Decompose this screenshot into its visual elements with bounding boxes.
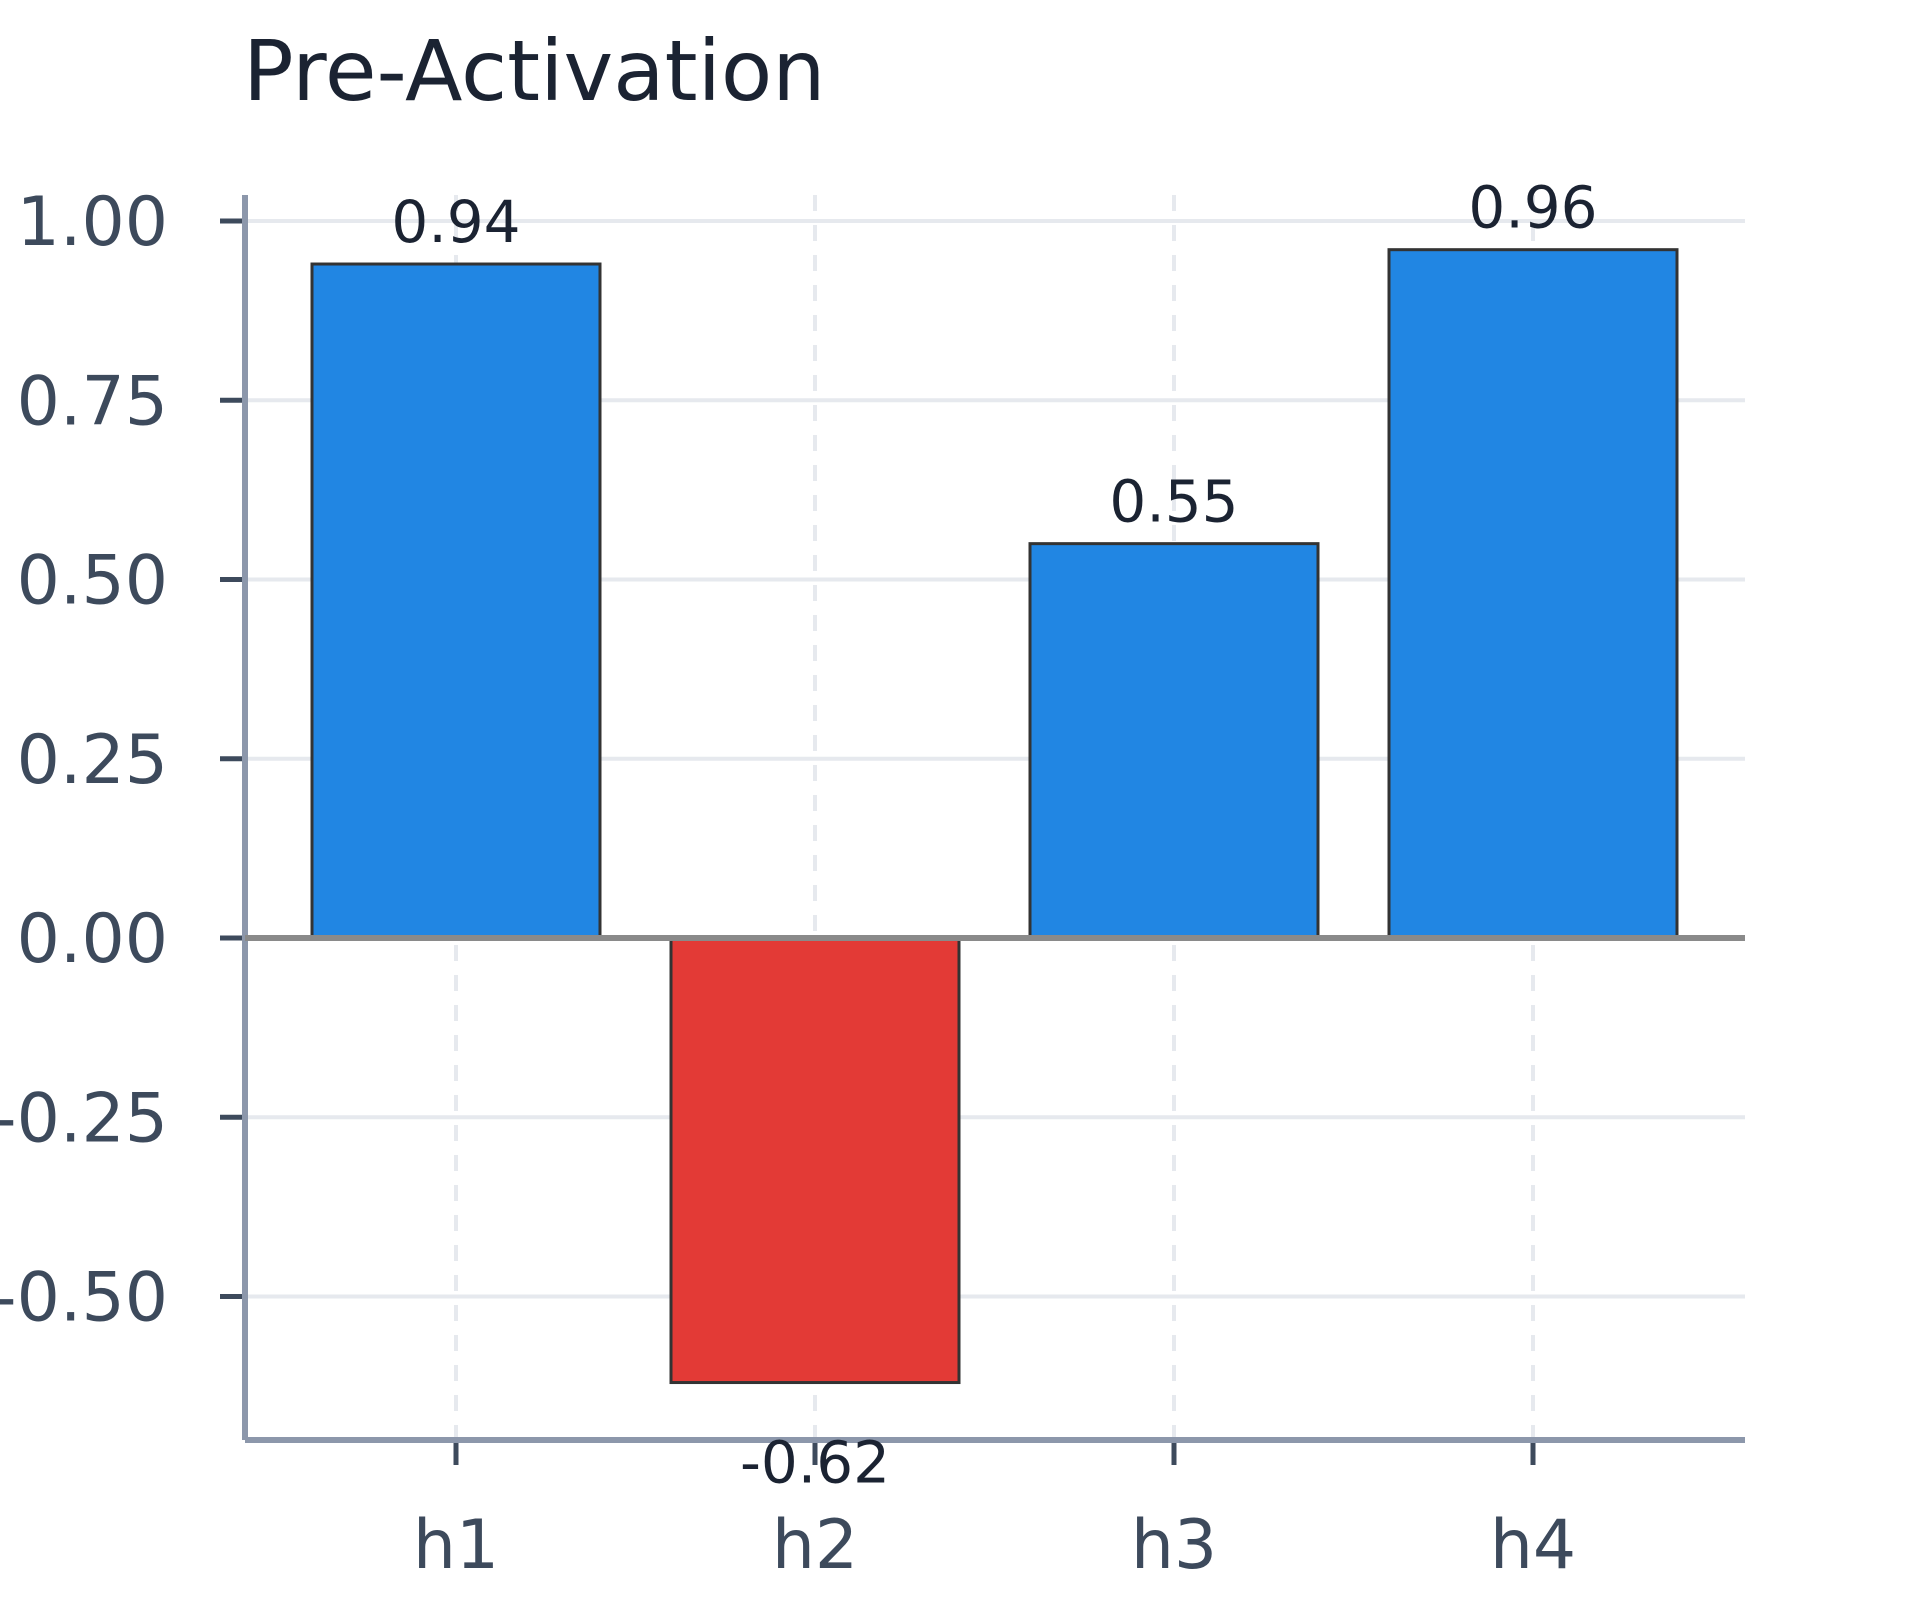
data-label-h2: -0.62 bbox=[740, 1429, 890, 1497]
chart-title: Pre-Activation bbox=[243, 22, 826, 120]
ytick-label: 0.25 bbox=[17, 721, 168, 800]
ytick-label: 0.75 bbox=[17, 362, 168, 441]
axes bbox=[220, 195, 1745, 1465]
ytick-label: 1.00 bbox=[17, 183, 168, 262]
xtick-label-h3: h3 bbox=[1131, 1506, 1217, 1585]
bar-h2 bbox=[669, 936, 961, 1385]
xtick-label-h1: h1 bbox=[413, 1506, 499, 1585]
bars bbox=[310, 248, 1679, 1385]
ytick-label: -0.25 bbox=[0, 1079, 168, 1158]
xtick-label-h4: h4 bbox=[1490, 1506, 1576, 1585]
bar-h4 bbox=[1387, 248, 1679, 940]
data-label-h3: 0.55 bbox=[1109, 468, 1238, 536]
ytick-label: -0.50 bbox=[0, 1259, 168, 1338]
data-label-h1: 0.94 bbox=[391, 188, 520, 256]
ytick-label: 0.50 bbox=[17, 542, 168, 621]
ytick-label: 0.00 bbox=[17, 900, 168, 979]
xtick-label-h2: h2 bbox=[772, 1506, 858, 1585]
bar-h1 bbox=[310, 262, 602, 940]
bar-h3 bbox=[1028, 542, 1320, 940]
data-label-h4: 0.96 bbox=[1468, 174, 1597, 242]
labels: 1.00 0.75 0.50 0.25 0.00 -0.25 -0.50 0.94 h1 -0.6… bbox=[0, 174, 1598, 1585]
